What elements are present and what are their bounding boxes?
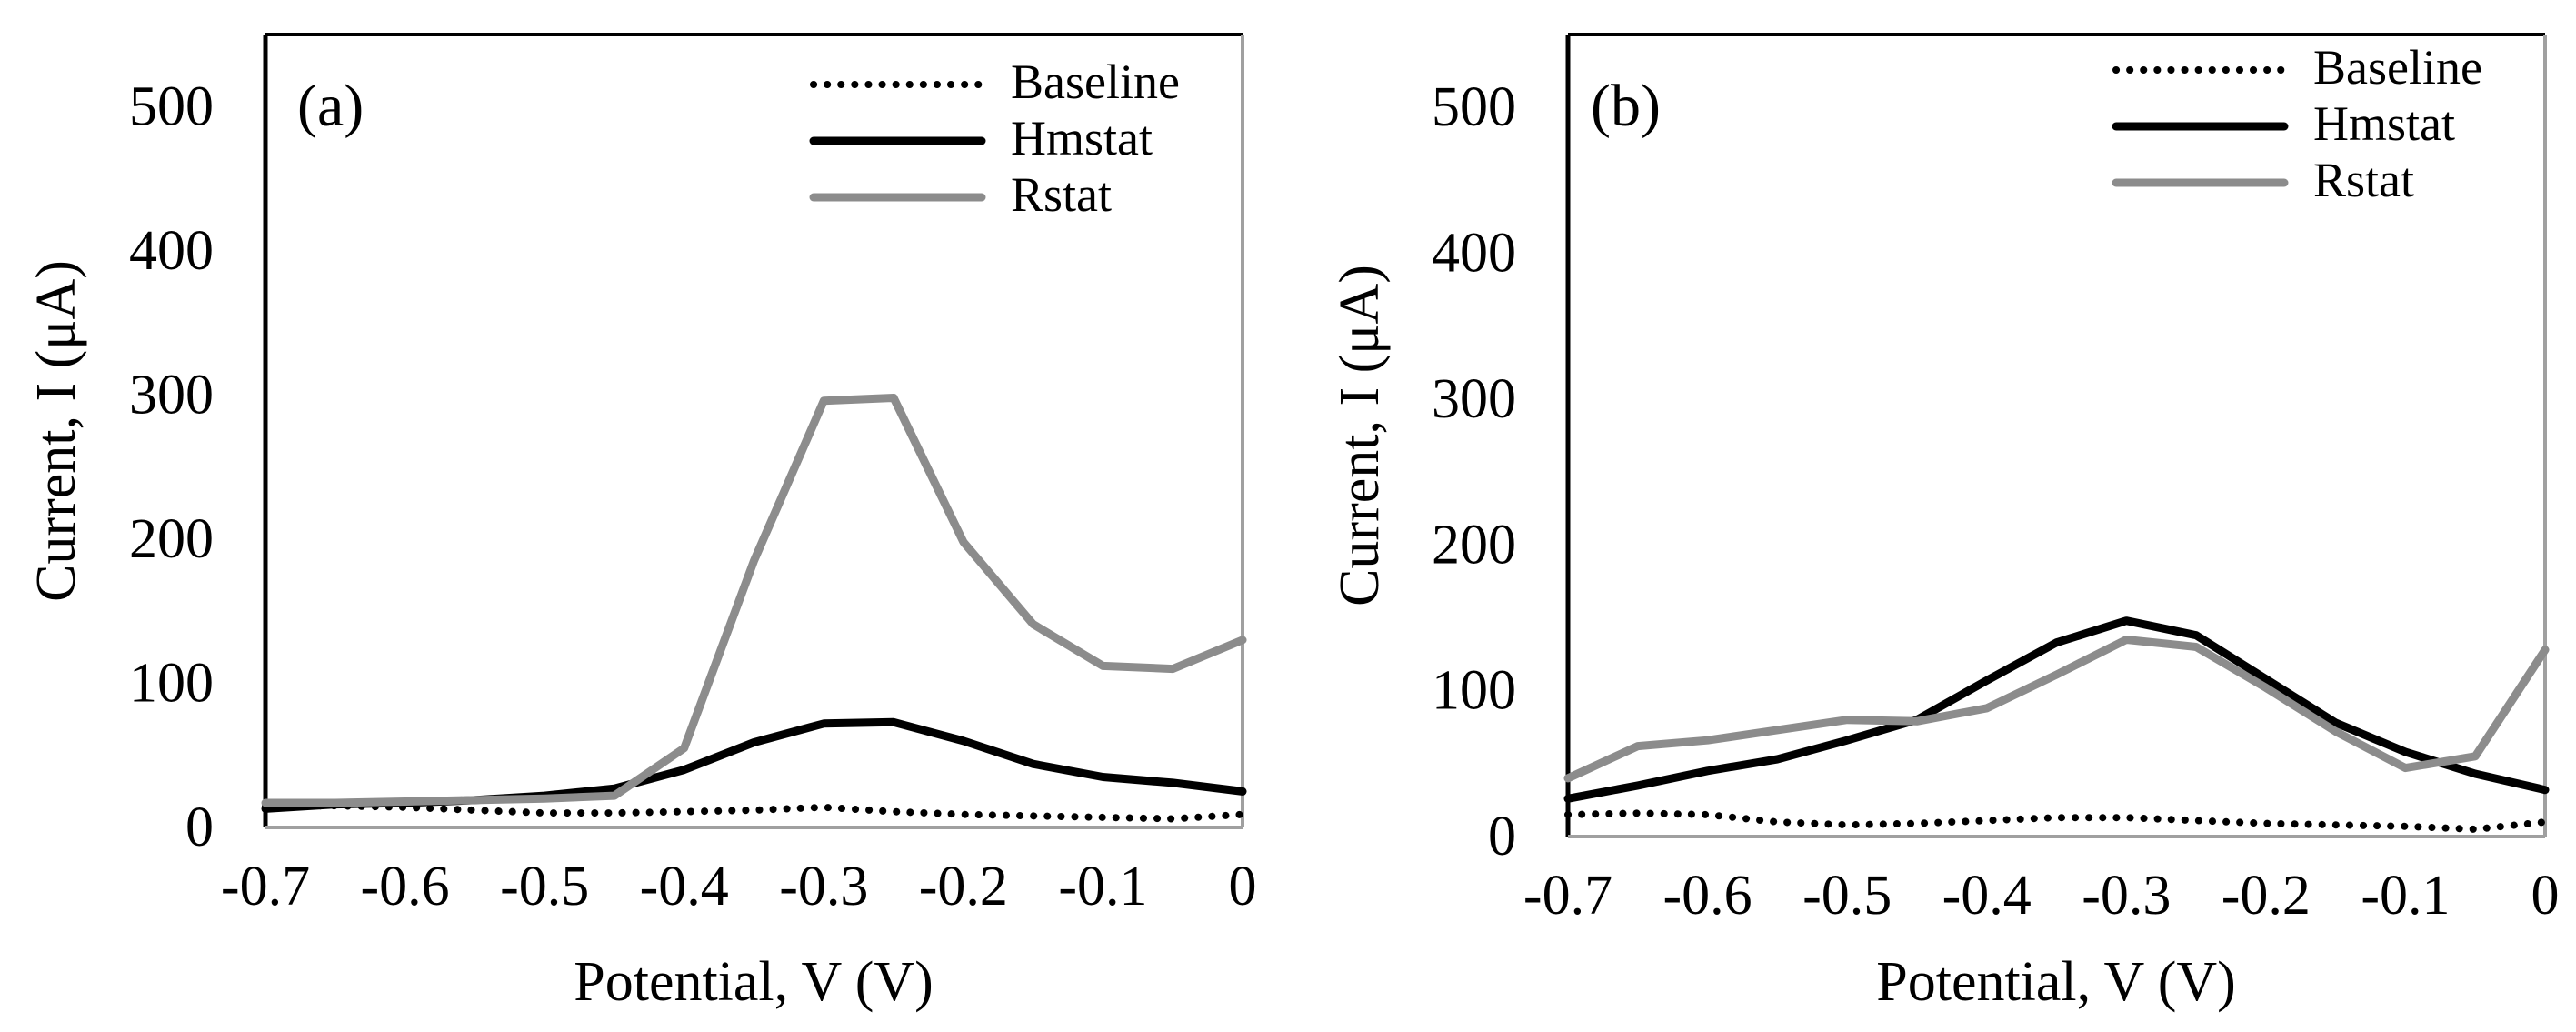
y-tick-label: 0 — [185, 797, 214, 858]
x-tick-label: -0.7 — [221, 856, 310, 917]
y-tick-labels: 0 100 200 300 400 500 — [1432, 76, 1516, 867]
x-tick-label: 0 — [1229, 856, 1257, 917]
y-tick-label: 300 — [129, 364, 214, 426]
y-tick-label: 100 — [129, 652, 214, 714]
x-tick-label: -0.4 — [640, 856, 729, 917]
y-tick-label: 500 — [1432, 76, 1516, 138]
y-tick-label: 400 — [129, 220, 214, 282]
y-tick-label: 300 — [1432, 368, 1516, 430]
series-line-hmstat — [1563, 616, 2550, 803]
legend-label: Hmstat — [1011, 111, 1153, 165]
y-tick-label: 100 — [1432, 660, 1516, 722]
series-layer — [1563, 616, 2550, 833]
x-tick-label: -0.5 — [500, 856, 589, 917]
x-tick-label: -0.6 — [1662, 865, 1752, 927]
panel-label: (b) — [1591, 73, 1661, 139]
legend-label: Baseline — [1011, 55, 1180, 109]
y-tick-labels: 0 100 200 300 400 500 — [129, 75, 214, 858]
x-tick-label: -0.2 — [2222, 865, 2311, 927]
series-line-hmstat — [261, 717, 1247, 813]
series-line-baseline — [262, 802, 1246, 823]
x-tick-label: -0.1 — [1058, 856, 1147, 917]
legend-label: Hmstat — [2313, 96, 2455, 151]
x-tick-label: -0.4 — [1942, 865, 2032, 927]
x-tick-label: -0.2 — [919, 856, 1008, 917]
x-tick-labels: -0.7 -0.6 -0.5 -0.4 -0.3 -0.2 -0.1 0 — [221, 856, 1257, 917]
x-axis-title: Potential, V (V) — [1876, 951, 2236, 1013]
chart-panel-a: -0.7 -0.6 -0.5 -0.4 -0.3 -0.2 -0.1 0 0 100 200 300… — [25, 33, 1257, 1013]
series-line-rstat — [1563, 636, 2550, 783]
y-tick-label: 500 — [129, 75, 214, 137]
x-tick-label: -0.3 — [2082, 865, 2171, 927]
x-axis-title: Potential, V (V) — [574, 951, 934, 1013]
chart-panel-b: -0.7 -0.6 -0.5 -0.4 -0.3 -0.2 -0.1 0 0 100 200 300… — [1329, 33, 2560, 1013]
y-tick-label: 200 — [1432, 514, 1516, 576]
x-tick-label: -0.6 — [360, 856, 449, 917]
y-axis-title: Current, I (μA) — [25, 260, 87, 602]
series-line-rstat — [261, 394, 1247, 807]
x-tick-label: -0.5 — [1802, 865, 1892, 927]
panel-label: (a) — [297, 73, 364, 139]
y-tick-label: 200 — [129, 508, 214, 570]
legend-label: Baseline — [2313, 40, 2482, 95]
x-tick-labels: -0.7 -0.6 -0.5 -0.4 -0.3 -0.2 -0.1 0 — [1523, 865, 2560, 927]
y-tick-label: 0 — [1488, 806, 1516, 867]
series-line-baseline — [1564, 809, 2549, 833]
legend-label: Rstat — [2313, 153, 2414, 207]
x-tick-label: -0.1 — [2361, 865, 2450, 927]
y-axis-title: Current, I (μA) — [1329, 265, 1391, 606]
legend-label: Rstat — [1011, 167, 1112, 222]
x-tick-label: 0 — [2531, 865, 2560, 927]
x-tick-label: -0.3 — [779, 856, 868, 917]
y-tick-label: 400 — [1432, 223, 1516, 285]
x-tick-label: -0.7 — [1523, 865, 1612, 927]
series-layer — [261, 394, 1247, 823]
